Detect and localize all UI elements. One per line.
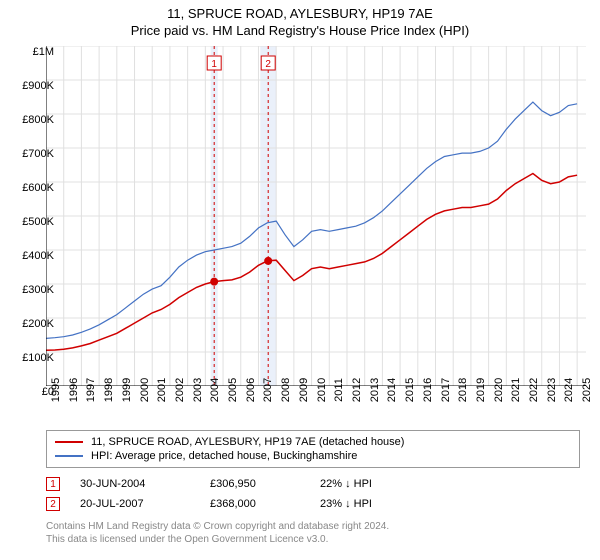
sale-marker-icon: 2 — [46, 497, 60, 511]
x-tick-label: 2008 — [280, 378, 292, 402]
sale-marker-icon: 1 — [46, 477, 60, 491]
x-tick-label: 2016 — [422, 378, 434, 402]
x-tick-label: 1999 — [121, 378, 133, 402]
legend-label: 11, SPRUCE ROAD, AYLESBURY, HP19 7AE (de… — [91, 436, 404, 448]
sale-diff: 22% ↓ HPI — [320, 478, 420, 490]
y-tick-label: £1M — [33, 46, 54, 58]
sale-row: 2 20-JUL-2007£368,00023% ↓ HPI — [46, 494, 600, 514]
chart-title: 11, SPRUCE ROAD, AYLESBURY, HP19 7AE — [0, 0, 600, 21]
x-tick-label: 1996 — [68, 378, 80, 402]
x-axis-labels: 1995199619971998199920002001200220032004… — [46, 386, 586, 426]
y-tick-label: £700K — [22, 148, 54, 160]
legend-label: HPI: Average price, detached house, Buck… — [91, 450, 357, 462]
x-tick-label: 2012 — [351, 378, 363, 402]
x-tick-label: 2011 — [333, 378, 345, 402]
x-tick-label: 2009 — [298, 378, 310, 402]
chart-area: 12 — [46, 46, 586, 386]
legend-item-property: 11, SPRUCE ROAD, AYLESBURY, HP19 7AE (de… — [55, 435, 571, 449]
y-tick-label: £100K — [22, 352, 54, 364]
x-tick-label: 2017 — [440, 378, 452, 402]
x-tick-label: 2022 — [528, 378, 540, 402]
x-tick-label: 2014 — [386, 378, 398, 402]
sale-price: £306,950 — [210, 478, 320, 490]
line-chart: 12 — [46, 46, 586, 386]
y-tick-label: £0 — [42, 386, 54, 398]
legend-item-hpi: HPI: Average price, detached house, Buck… — [55, 449, 571, 463]
x-tick-label: 2004 — [209, 378, 221, 402]
sales-table: 1 30-JUN-2004£306,95022% ↓ HPI 2 20-JUL-200… — [0, 474, 600, 514]
x-tick-label: 2000 — [139, 378, 151, 402]
legend-swatch — [55, 455, 83, 457]
x-tick-label: 1998 — [103, 378, 115, 402]
y-tick-label: £400K — [22, 250, 54, 262]
x-tick-label: 2018 — [457, 378, 469, 402]
x-tick-label: 2007 — [262, 378, 274, 402]
y-tick-label: £900K — [22, 80, 54, 92]
footer-line: This data is licensed under the Open Gov… — [46, 533, 600, 546]
y-tick-label: £200K — [22, 318, 54, 330]
attribution: Contains HM Land Registry data © Crown c… — [46, 520, 600, 546]
x-tick-label: 2019 — [475, 378, 487, 402]
x-tick-label: 2024 — [563, 378, 575, 402]
x-tick-label: 2023 — [546, 378, 558, 402]
x-tick-label: 2005 — [227, 378, 239, 402]
chart-subtitle: Price paid vs. HM Land Registry's House … — [0, 21, 600, 46]
x-tick-label: 2015 — [404, 378, 416, 402]
x-tick-label: 2006 — [245, 378, 257, 402]
x-tick-label: 2025 — [581, 378, 593, 402]
legend-swatch — [55, 441, 83, 443]
y-tick-label: £500K — [22, 216, 54, 228]
sale-date: 30-JUN-2004 — [80, 478, 210, 490]
y-tick-label: £300K — [22, 284, 54, 296]
x-tick-label: 2020 — [493, 378, 505, 402]
y-tick-label: £600K — [22, 182, 54, 194]
x-tick-label: 1997 — [85, 378, 97, 402]
x-tick-label: 2003 — [192, 378, 204, 402]
sale-date: 20-JUL-2007 — [80, 498, 210, 510]
svg-text:1: 1 — [211, 59, 217, 70]
sale-price: £368,000 — [210, 498, 320, 510]
x-tick-label: 2013 — [369, 378, 381, 402]
footer-line: Contains HM Land Registry data © Crown c… — [46, 520, 600, 533]
legend: 11, SPRUCE ROAD, AYLESBURY, HP19 7AE (de… — [46, 430, 580, 468]
sale-row: 1 30-JUN-2004£306,95022% ↓ HPI — [46, 474, 600, 494]
svg-text:2: 2 — [265, 59, 271, 70]
x-tick-label: 2010 — [316, 378, 328, 402]
y-tick-label: £800K — [22, 114, 54, 126]
x-tick-label: 2001 — [156, 378, 168, 402]
x-tick-label: 2021 — [510, 378, 522, 402]
sale-diff: 23% ↓ HPI — [320, 498, 420, 510]
x-tick-label: 2002 — [174, 378, 186, 402]
